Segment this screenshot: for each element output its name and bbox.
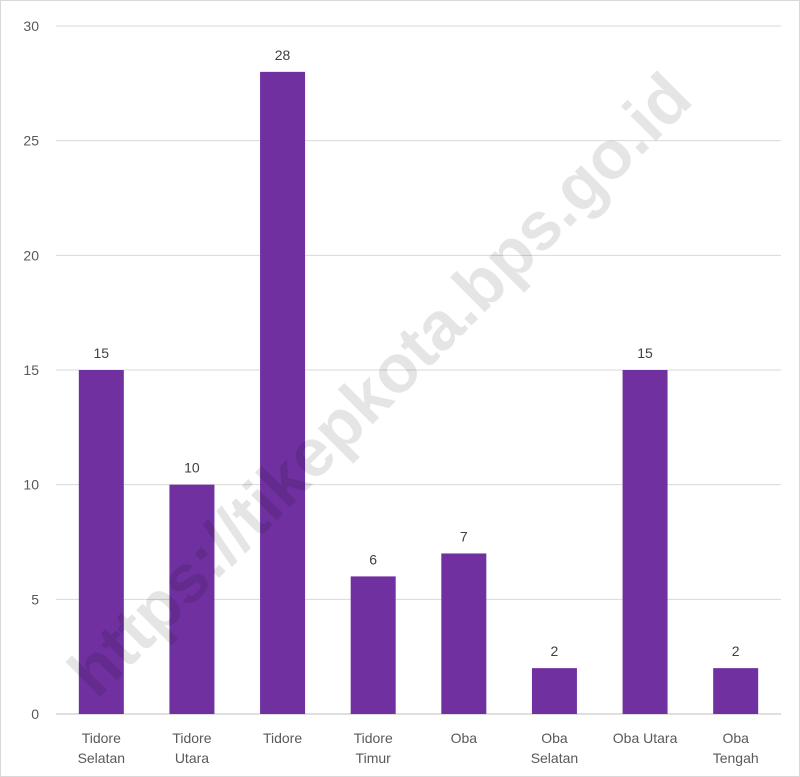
- bar: [713, 668, 759, 714]
- x-tick-label: Tidore: [263, 730, 302, 746]
- y-tick-label: 20: [23, 247, 39, 263]
- bar: [350, 576, 396, 714]
- x-tick-label: Oba Selatan: [531, 730, 578, 766]
- y-axis-ticks: 0 5 10 15 20 25 30: [23, 18, 39, 722]
- bar: [78, 370, 124, 714]
- x-tick-label: Oba Tengah: [713, 730, 759, 766]
- data-labels: 15 10 28 6 7 2 15 2: [94, 47, 740, 659]
- bars: [78, 71, 759, 714]
- bar: [260, 71, 306, 714]
- data-label: 15: [637, 345, 653, 361]
- bar: [441, 553, 487, 714]
- data-label: 10: [184, 460, 200, 476]
- bar: [169, 484, 215, 714]
- data-label: 7: [460, 528, 468, 544]
- x-tick-label: Oba: [451, 730, 478, 746]
- x-axis-ticks: Tidore Selatan Tidore Utara Tidore Tidore Timu…: [78, 730, 759, 766]
- y-tick-label: 0: [31, 706, 39, 722]
- x-tick-label: Oba Utara: [613, 730, 678, 746]
- x-tick-label: Tidore Selatan: [78, 730, 125, 766]
- bar: [531, 668, 577, 714]
- data-label: 15: [94, 345, 110, 361]
- x-tick-label: Tidore Timur: [354, 730, 393, 766]
- data-label: 2: [732, 643, 740, 659]
- data-label: 2: [551, 643, 559, 659]
- data-label: 6: [369, 551, 377, 567]
- data-label: 28: [275, 47, 291, 63]
- y-tick-label: 5: [31, 591, 39, 607]
- y-tick-label: 15: [23, 362, 39, 378]
- y-tick-label: 30: [23, 18, 39, 34]
- y-tick-label: 25: [23, 133, 39, 149]
- bar: [622, 370, 668, 714]
- x-tick-label: Tidore Utara: [172, 730, 211, 766]
- y-tick-label: 10: [23, 477, 39, 493]
